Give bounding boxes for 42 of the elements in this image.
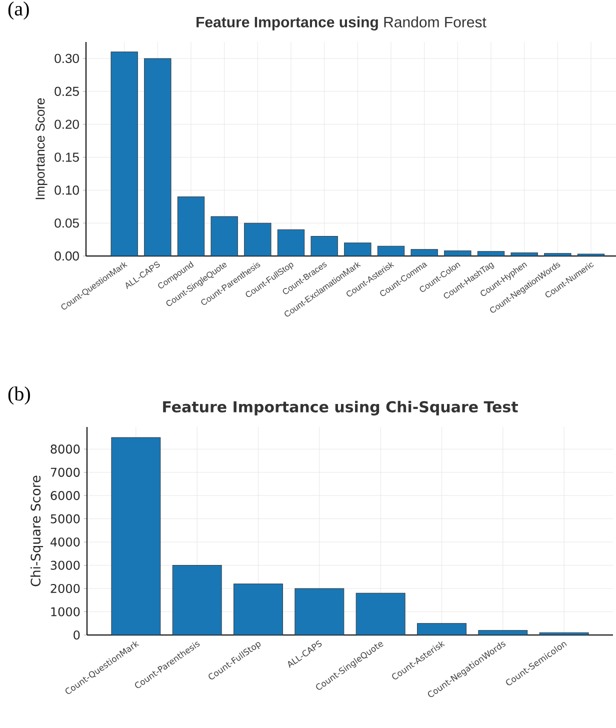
- y-tick-label: 0.00: [54, 251, 79, 261]
- y-tick-label: 0.20: [54, 120, 79, 129]
- chart-title: Feature Importance using Chi-Square Test: [163, 400, 518, 416]
- bar: [210, 216, 238, 256]
- bar: [344, 242, 372, 256]
- bar: [172, 565, 222, 635]
- text: (b): [8, 386, 30, 405]
- bar: [477, 251, 505, 256]
- text: (a): [8, 2, 29, 20]
- y-tick-label: 2000: [50, 584, 80, 594]
- bar: [544, 253, 572, 256]
- bar: [111, 437, 161, 635]
- bar: [294, 588, 344, 635]
- bar: [144, 58, 172, 256]
- y-tick-label: 3000: [50, 560, 80, 570]
- y-axis-title: Chi-Square Score: [30, 476, 44, 586]
- y-axis-title: Importance Score: [36, 98, 48, 200]
- bar: [244, 222, 272, 256]
- y-tick-label: 5000: [50, 514, 80, 524]
- y-tick-label: 7000: [50, 468, 80, 477]
- bar: [177, 196, 205, 256]
- bar: [444, 250, 472, 256]
- bar: [310, 236, 338, 256]
- y-tick-label: 0.30: [54, 54, 79, 64]
- y-tick-label: 0.05: [54, 218, 79, 228]
- bar: [356, 592, 406, 635]
- y-tick-label: 1000: [51, 607, 80, 616]
- y-tick-label: 0: [74, 630, 80, 640]
- y-tick-label: 0.15: [54, 152, 79, 162]
- bar: [417, 623, 466, 635]
- bar: [234, 584, 283, 635]
- y-tick-label: 8000: [50, 444, 80, 454]
- y-tick-label: 6000: [50, 491, 80, 500]
- bar: [510, 252, 538, 256]
- bar: [410, 249, 438, 256]
- chart-title: Feature Importance using Random Forest: [196, 16, 486, 30]
- y-tick-label: 0.10: [54, 186, 79, 195]
- bar: [277, 229, 305, 256]
- bar: [110, 52, 138, 256]
- y-tick-label: 0.25: [54, 86, 79, 96]
- bar: [377, 246, 405, 256]
- y-tick-label: 4000: [50, 537, 80, 547]
